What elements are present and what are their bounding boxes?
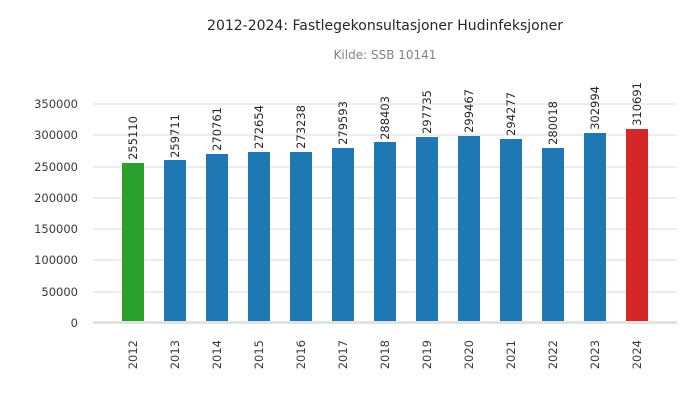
y-tick-label-250000: 250000	[34, 159, 78, 174]
bar-2021	[500, 138, 522, 323]
bar-2018	[374, 142, 396, 323]
bar-value-label-2014: 270761	[210, 106, 224, 151]
bar-value-label-2021: 294277	[504, 91, 518, 136]
x-tick-label-2024: 2024	[630, 340, 644, 370]
y-tick-label-150000: 150000	[34, 222, 78, 237]
y-tick-label-350000: 350000	[34, 96, 78, 111]
bar-2016	[290, 151, 312, 323]
chart-title: 2012-2024: Fastlegekonsultasjoner Hudinf…	[207, 18, 563, 34]
x-tick-label-2022: 2022	[546, 340, 560, 370]
bar-value-label-2012: 255110	[126, 116, 140, 161]
bar-value-label-2022: 280018	[546, 100, 560, 145]
x-tick-label-2021: 2021	[504, 340, 518, 370]
bar-value-label-2020: 299467	[462, 88, 476, 133]
y-tick-label-50000: 50000	[41, 284, 78, 299]
bar-value-label-2018: 288403	[378, 95, 392, 140]
chart-subtitle: Kilde: SSB 10141	[333, 48, 437, 62]
bar-2019	[416, 136, 438, 323]
bar-2012	[122, 163, 144, 323]
x-tick-label-2012: 2012	[126, 340, 140, 370]
x-tick-label-2016: 2016	[294, 340, 308, 370]
bar-value-label-2019: 297735	[420, 89, 434, 134]
x-axis-baseline	[93, 321, 677, 324]
y-tick-label-200000: 200000	[34, 190, 78, 205]
x-tick-label-2023: 2023	[588, 340, 602, 370]
bar-2022	[542, 147, 564, 323]
bar-2013	[164, 160, 186, 323]
y-tick-label-300000: 300000	[34, 128, 78, 143]
bar-value-label-2017: 279593	[336, 101, 350, 145]
bar-2024	[626, 128, 648, 323]
bar-2020	[458, 135, 480, 323]
bar-value-label-2013: 259711	[168, 113, 182, 158]
bar-2017	[332, 147, 354, 323]
y-tick-label-100000: 100000	[34, 253, 78, 268]
bar-value-label-2016: 273238	[294, 105, 308, 149]
bar-value-label-2015: 272654	[252, 105, 266, 150]
x-tick-label-2014: 2014	[210, 340, 224, 370]
x-tick-label-2018: 2018	[378, 340, 392, 370]
bar-2014	[206, 153, 228, 323]
x-tick-label-2019: 2019	[420, 340, 434, 370]
x-tick-label-2015: 2015	[252, 340, 266, 370]
x-tick-label-2017: 2017	[336, 340, 350, 370]
gridline-300000	[93, 134, 677, 137]
bar-2023	[584, 133, 606, 323]
x-tick-label-2020: 2020	[462, 340, 476, 370]
plot-area: 255110 259711 270761 272654 273238 279593 2884…	[93, 82, 677, 324]
bar-2015	[248, 152, 270, 323]
x-tick-label-2013: 2013	[168, 340, 182, 370]
y-tick-label-0: 0	[70, 316, 78, 330]
bar-value-label-2024: 310691	[630, 81, 644, 126]
bar-value-label-2023: 302994	[588, 86, 602, 131]
gridline-350000	[93, 102, 677, 105]
